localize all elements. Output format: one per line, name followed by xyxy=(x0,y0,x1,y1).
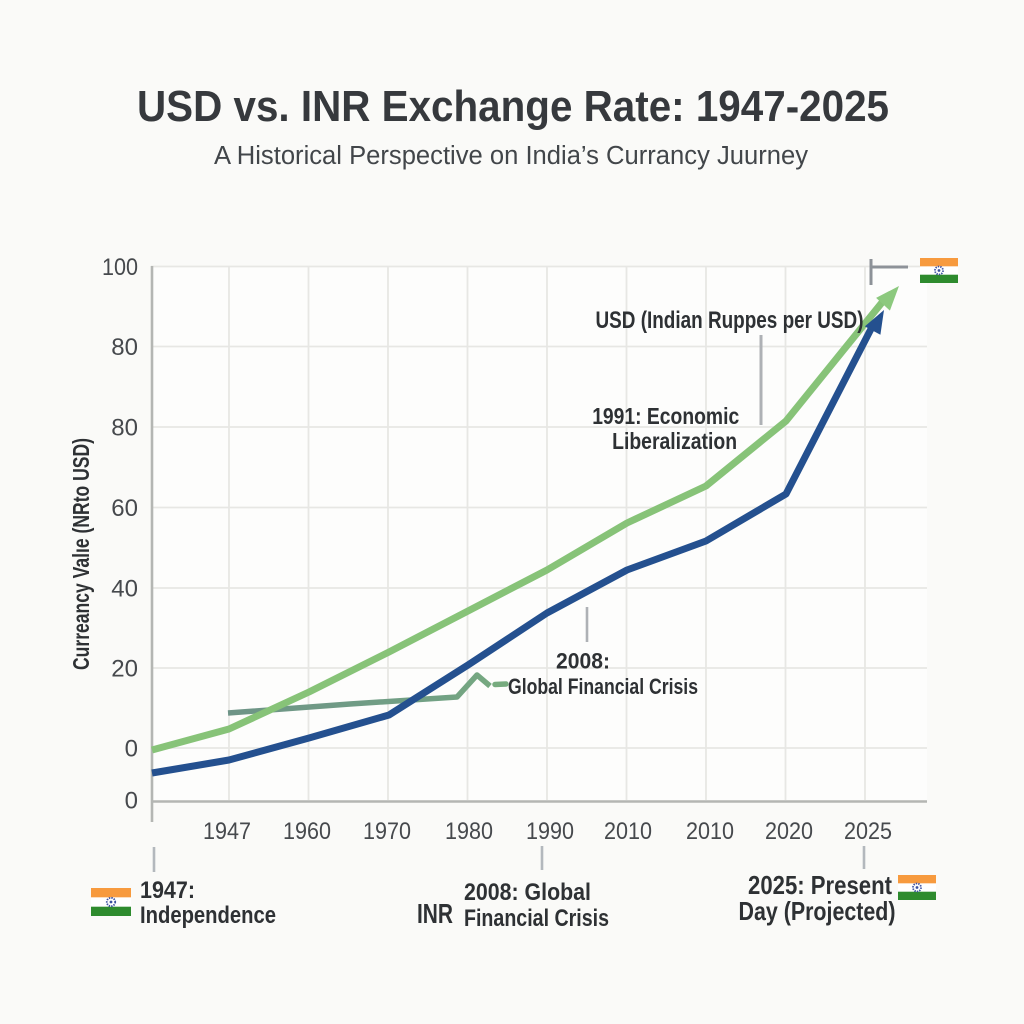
svg-text:0: 0 xyxy=(125,736,138,763)
svg-text:Day (Projected): Day (Projected) xyxy=(739,896,896,926)
svg-text:2010: 2010 xyxy=(686,818,734,845)
svg-text:1947:: 1947: xyxy=(140,877,195,904)
svg-text:Curreancy Valıe (NRto USD): Curreancy Valıe (NRto USD) xyxy=(68,438,94,670)
svg-text:Liberalization: Liberalization xyxy=(612,428,737,454)
svg-text:Financial Crisis: Financial Crisis xyxy=(464,905,609,932)
svg-text:2008: Global: 2008: Global xyxy=(464,879,591,906)
svg-text:1970: 1970 xyxy=(363,818,411,845)
svg-text:USD vs. INR Exchange Rate: 194: USD vs. INR Exchange Rate: 1947-2025 xyxy=(137,83,889,131)
svg-text:Independence: Independence xyxy=(140,902,276,929)
svg-text:2008:: 2008: xyxy=(556,649,610,674)
svg-text:0: 0 xyxy=(125,788,138,815)
svg-text:80: 80 xyxy=(111,415,138,442)
svg-text:USD (Indian Ruppes per USD): USD (Indian Ruppes per USD) xyxy=(596,307,864,334)
svg-text:80: 80 xyxy=(111,334,138,361)
svg-text:A Historical Perspective on In: A Historical Perspective on India’s Curr… xyxy=(214,142,808,170)
svg-text:60: 60 xyxy=(111,495,138,522)
svg-text:2025: 2025 xyxy=(844,818,892,845)
svg-text:40: 40 xyxy=(111,576,138,603)
svg-text:1947: 1947 xyxy=(203,818,251,845)
svg-text:Global Financial Crisis: Global Financial Crisis xyxy=(508,674,698,699)
svg-text:1980: 1980 xyxy=(445,818,493,845)
svg-text:2025: Present: 2025: Present xyxy=(748,870,892,900)
svg-text:INR: INR xyxy=(417,898,453,929)
svg-text:20: 20 xyxy=(111,656,138,683)
svg-text:2020: 2020 xyxy=(765,818,813,845)
svg-text:2010: 2010 xyxy=(604,818,652,845)
svg-text:100: 100 xyxy=(102,254,138,281)
svg-text:1991: Economic: 1991: Economic xyxy=(592,403,739,429)
svg-text:1990: 1990 xyxy=(526,818,574,845)
svg-text:1960: 1960 xyxy=(283,818,331,845)
